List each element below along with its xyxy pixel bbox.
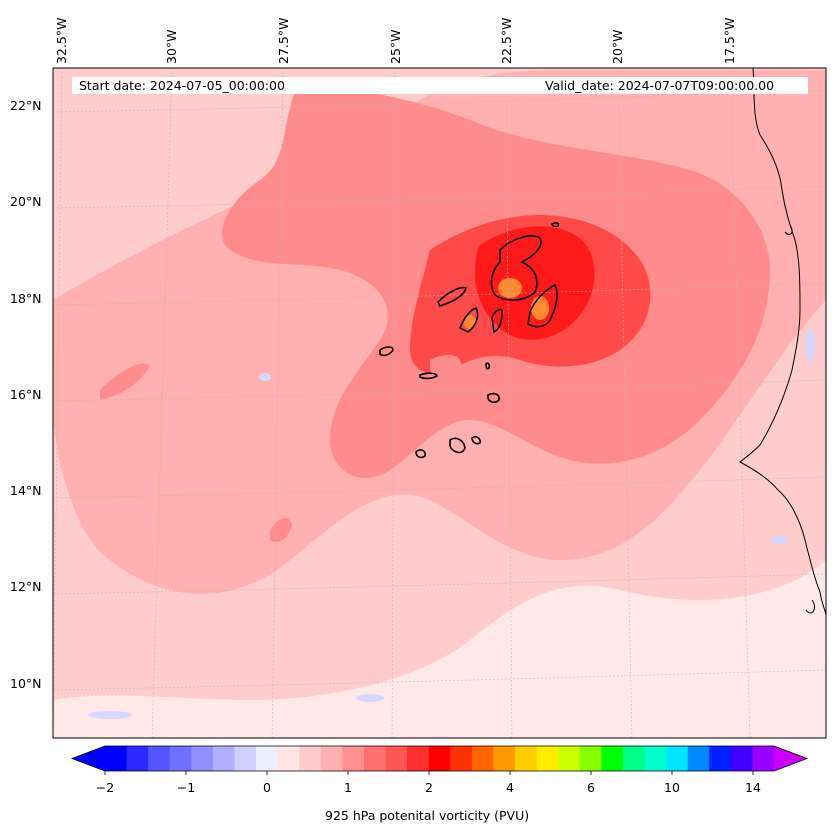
colorbar-tick-label: 10 (664, 780, 680, 795)
pv-region-deep-red (475, 226, 595, 340)
colorbar-segment (450, 746, 473, 771)
latitude-label: 18°N (10, 291, 42, 306)
pv-maximum-3 (464, 315, 476, 329)
gridlines (53, 68, 826, 738)
pv-streak (430, 354, 461, 380)
colorbar-segment (212, 746, 236, 771)
colorbar-segment (277, 746, 300, 771)
pv-negative-patch (259, 373, 271, 381)
colorbar-segment (666, 746, 689, 771)
pv-contour (487, 392, 500, 403)
colorbar (70, 745, 809, 775)
colorbar-segment (493, 746, 516, 771)
latitude-label: 14°N (10, 483, 42, 498)
colorbar-tick-label: −1 (176, 780, 196, 795)
colorbar-segment (256, 746, 279, 771)
colorbar-segment (105, 746, 128, 771)
colorbar-segment (515, 746, 538, 771)
longitude-label: 22.5°W (499, 17, 514, 64)
pv-contour (491, 308, 503, 334)
pv-contour (379, 346, 394, 357)
pv-contour (490, 235, 542, 301)
coastal-inlet (805, 599, 815, 614)
coastal-inlet (784, 224, 793, 235)
colorbar-segment (687, 746, 710, 771)
longitude-label: 27.5°W (276, 17, 291, 64)
colorbar-extend-high (774, 746, 807, 771)
pv-contour (527, 283, 558, 328)
colorbar-tick-label: 4 (506, 780, 514, 795)
date-header-box (72, 77, 808, 94)
pv-contour (471, 436, 481, 445)
pv-contour (415, 449, 426, 459)
colorbar-segment (299, 746, 322, 771)
pv-contour (485, 362, 491, 370)
pv-maximum-2 (531, 296, 549, 320)
colorbar-segment (752, 746, 775, 771)
latitude-label: 10°N (10, 676, 42, 691)
pv-streak (330, 115, 386, 170)
colorbar-segment (536, 746, 559, 771)
colorbar-tick-label: 1 (344, 780, 352, 795)
colorbar-segment (558, 746, 581, 771)
colorbar-segment (407, 746, 430, 771)
start-date: Start date: 2024-07-05_00:00:00 (79, 78, 285, 93)
longitude-label: 20°W (610, 29, 625, 64)
colorbar-segment (428, 746, 451, 771)
colorbar-label: 925 hPa potenital vorticity (PVU) (325, 808, 530, 823)
latitude-label: 16°N (10, 387, 42, 402)
colorbar-segment (471, 746, 495, 771)
colorbar-extend-low (72, 746, 105, 771)
colorbar-tick-label: 6 (587, 780, 595, 795)
colorbar-segment (579, 746, 602, 771)
colorbar-segment (191, 746, 214, 771)
colorbar-segment (730, 746, 754, 771)
colorbar-tick-label: 0 (263, 780, 271, 795)
longitude-label: 30°W (164, 29, 179, 64)
pv-contour (419, 372, 438, 380)
pv-contour (551, 222, 560, 228)
longitude-label: 17.5°W (722, 17, 737, 64)
colorbar-segment (342, 746, 365, 771)
africa-coastline (739, 68, 826, 616)
colorbar-segment (622, 746, 646, 771)
pv-negative-patch (805, 329, 815, 361)
valid-date: Valid_date: 2024-07-07T09:00:00.00 (545, 78, 775, 93)
colorbar-segment (363, 746, 387, 771)
colorbar-segment (320, 746, 343, 771)
map-frame (52, 67, 827, 739)
latitude-label: 20°N (10, 194, 42, 209)
colorbar-segment (709, 746, 732, 771)
pv-contours (379, 222, 560, 459)
map-panel (53, 68, 826, 738)
longitude-label: 32.5°W (54, 17, 69, 64)
pv-negative-patch (356, 694, 384, 702)
pv-streak (100, 363, 150, 400)
colorbar-segment (234, 746, 257, 771)
pv-maximum-1 (498, 278, 522, 298)
latitude-label: 22°N (10, 98, 42, 113)
longitude-label: 25°W (388, 29, 403, 64)
pv-contour (458, 307, 479, 333)
colorbar-segment (148, 746, 171, 771)
colorbar-tick-label: 14 (745, 780, 761, 795)
pv-contour (437, 286, 467, 307)
colorbar-segment (126, 746, 149, 771)
colorbar-segment (385, 746, 408, 771)
pv-contour (449, 437, 466, 454)
colorbar-segment (644, 746, 667, 771)
pv-negative-patch (772, 536, 788, 544)
latitude-label: 12°N (10, 579, 42, 594)
colorbar-segment (601, 746, 624, 771)
pv-negative-patch (88, 711, 132, 719)
colorbar-tick-label: −2 (95, 780, 115, 795)
colorbar-tick-label: 2 (425, 780, 433, 795)
colorbar-segment (169, 746, 192, 771)
